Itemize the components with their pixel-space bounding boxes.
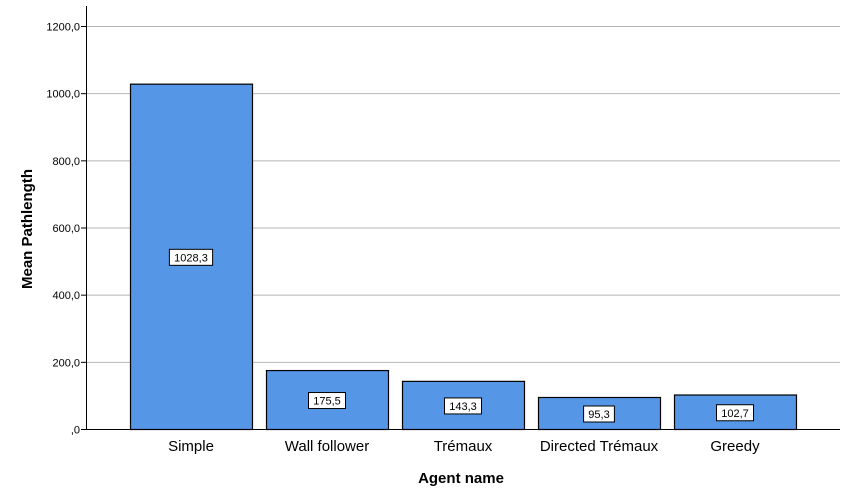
data-label: 95,3: [588, 409, 609, 421]
y-tick-label: 800,0: [52, 156, 80, 168]
x-tick-label: Greedy: [710, 438, 760, 455]
y-tick-label: ,0: [71, 425, 80, 437]
data-label: 102,7: [721, 408, 749, 420]
data-label-box: [583, 405, 615, 423]
x-axis-title: Agent name: [418, 470, 504, 487]
y-tick-label: 1200,0: [46, 22, 80, 34]
data-labels: 1028,3 175,5 143,3 95,3 102,7: [168, 248, 754, 423]
data-label-box: [716, 404, 754, 422]
y-tick-label: 600,0: [52, 223, 80, 235]
data-label: 143,3: [449, 401, 477, 413]
data-label: 1028,3: [174, 252, 208, 264]
axes: [86, 6, 840, 430]
y-axis-title: Mean Pathlength: [19, 169, 36, 289]
data-label: 175,5: [313, 396, 341, 408]
y-tick-label: 400,0: [52, 290, 80, 302]
x-tick-label: Simple: [168, 438, 214, 455]
x-tick-label: Directed Trémaux: [540, 438, 659, 455]
y-tick-label: 200,0: [52, 357, 80, 369]
x-tick-label: Trémaux: [434, 438, 493, 455]
data-label-box: [308, 392, 346, 410]
x-tick-labels: Simple Wall follower Trémaux Directed Tréma…: [168, 438, 760, 455]
y-tick-labels: ,0 200,0 400,0 600,0 800,0 1000,0 1200,0: [46, 22, 86, 437]
bars: [129, 83, 798, 431]
y-tick-label: 1000,0: [46, 89, 80, 101]
data-label-box: [444, 397, 482, 415]
x-tick-label: Wall follower: [285, 438, 369, 455]
data-label-box: [168, 248, 214, 266]
